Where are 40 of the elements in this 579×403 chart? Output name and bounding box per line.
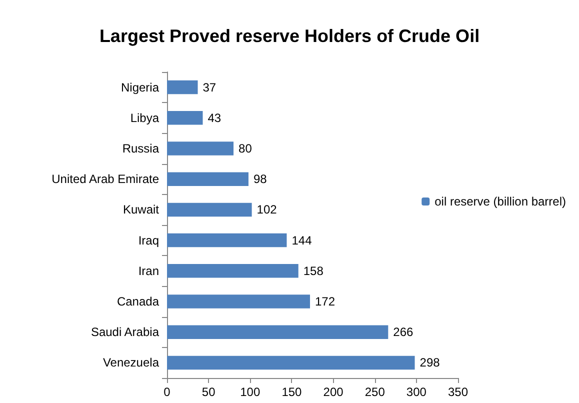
y-tick-label: Iraq	[138, 233, 159, 248]
data-label: 98	[253, 172, 268, 186]
data-label: 172	[315, 294, 336, 308]
data-label: 158	[303, 264, 324, 278]
x-tick-label: 150	[282, 385, 302, 399]
data-label: 43	[208, 110, 222, 125]
bar	[167, 294, 310, 308]
x-tick-label: 100	[240, 385, 260, 399]
y-tick-label: Venezuela	[102, 356, 160, 370]
bar	[167, 325, 388, 339]
y-tick-label: Libya	[130, 110, 160, 125]
legend-label: oil reserve (billion barrel)	[434, 194, 566, 208]
bar	[167, 233, 287, 248]
bar	[167, 264, 298, 278]
y-tick-label: Canada	[116, 294, 160, 308]
x-tick-label: 350	[448, 385, 468, 399]
data-label: 266	[393, 325, 414, 340]
x-tick-label: 200	[323, 385, 344, 399]
bar	[167, 80, 198, 94]
data-label: 102	[256, 202, 278, 217]
data-label: 80	[238, 142, 252, 156]
chart-title: Largest Proved reserve Holders of Crude Oil	[99, 26, 480, 46]
y-tick-label: Nigeria	[120, 80, 160, 94]
bar	[167, 202, 252, 217]
x-tick-label: 50	[202, 385, 216, 399]
bar	[167, 142, 234, 156]
data-label: 144	[292, 233, 312, 248]
y-tick-label: Saudi Arabia	[90, 325, 160, 340]
data-label: 37	[202, 80, 216, 94]
bar	[167, 356, 415, 370]
bar	[167, 111, 203, 125]
x-tick-label: 250	[364, 385, 386, 399]
y-tick-label: Iran	[138, 264, 159, 278]
x-tick-label: 0	[164, 385, 171, 399]
data-label: 298	[420, 356, 440, 370]
bar	[167, 172, 248, 186]
y-tick-label: United Arab Emirate	[52, 172, 160, 186]
y-tick-label: Kuwait	[122, 202, 160, 217]
x-tick-label: 300	[406, 385, 427, 399]
y-tick-label: Russia	[122, 142, 160, 156]
